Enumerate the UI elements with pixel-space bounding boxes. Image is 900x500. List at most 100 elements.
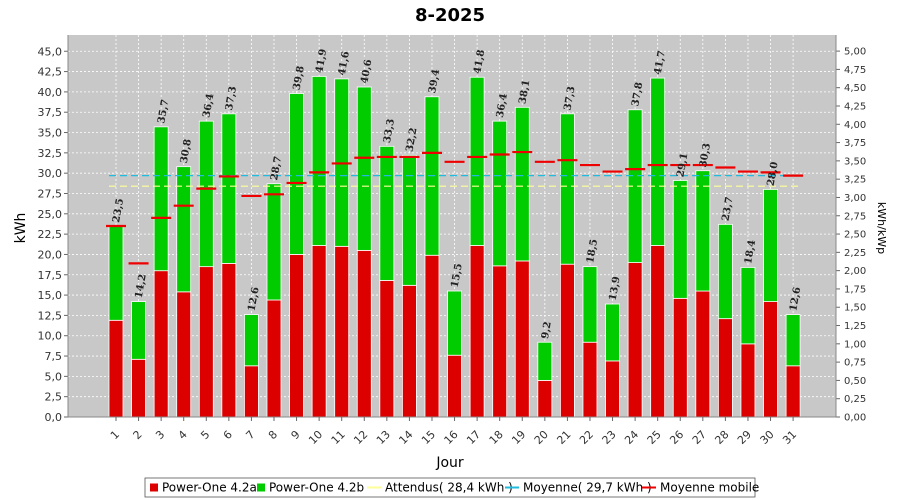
x-tick-label: 2: [131, 428, 145, 442]
bar-power-one-b: [605, 303, 620, 362]
value-label: 12,6: [788, 286, 803, 312]
legend-swatch: [150, 483, 158, 492]
x-tick-label: 29: [735, 428, 754, 447]
legend-swatch: [257, 483, 265, 492]
y-tick-label: 7,5: [45, 350, 63, 363]
y2-tick-label: 1,25: [844, 321, 866, 332]
value-label: 41,9: [314, 48, 329, 74]
value-label: 29,1: [675, 152, 690, 178]
moving-average-marks: [106, 150, 804, 265]
x-axis: 1 2 3 4 5 6 7 8 9 10 11 12 13 14 15 16 17 18 19 20 21 22 23 24 2…: [68, 416, 836, 447]
value-label: 9,2: [540, 321, 554, 340]
value-label: 23,7: [721, 196, 736, 222]
legend-label: Power-One 4.2b: [269, 481, 364, 495]
legend: Power-One 4.2a Power-One 4.2b Attendus( 28…: [144, 477, 759, 498]
bars: [108, 76, 801, 418]
value-label: 18,5: [585, 238, 600, 264]
bar-power-one-a: [560, 263, 575, 418]
bar-power-one-a: [650, 245, 666, 418]
value-label: 32,2: [405, 127, 420, 153]
value-label: 36,4: [201, 93, 216, 119]
value-label: 33,3: [382, 118, 397, 144]
value-label: 28,7: [269, 155, 284, 181]
bar-power-one-b: [198, 120, 214, 268]
bar-power-one-a: [198, 266, 214, 418]
y-axis-label: kWh: [13, 213, 29, 244]
bar-power-one-a: [131, 358, 146, 418]
y-tick-label: 17,5: [38, 269, 63, 282]
bar-power-one-a: [605, 360, 620, 418]
bar-power-one-b: [469, 76, 485, 246]
bar-power-one-b: [650, 77, 666, 246]
y-tick-label: 22,5: [38, 228, 63, 241]
value-label: 39,4: [427, 68, 442, 94]
y-tick-label: 10,0: [38, 330, 63, 343]
bar-power-one-a: [763, 301, 778, 418]
bar-power-one-b: [176, 166, 192, 293]
bar-power-one-a: [108, 319, 124, 418]
bar-power-one-a: [537, 380, 553, 418]
y2-tick-label: 1,00: [844, 339, 866, 350]
bar-power-one-b: [289, 93, 304, 255]
y2-tick-label: 4,00: [844, 120, 866, 131]
bar-power-one-a: [221, 262, 237, 418]
x-tick-label: 10: [306, 428, 325, 447]
bar-power-one-a: [379, 280, 395, 418]
value-label: 15,5: [450, 263, 465, 289]
bar-power-one-b: [537, 341, 553, 381]
value-label: 37,8: [630, 81, 645, 107]
value-label: 14,2: [134, 273, 149, 299]
y2-tick-label: 3,25: [844, 175, 866, 186]
legend-label: Moyenne( 29,7 kWh ): [523, 481, 652, 495]
value-label: 40,6: [359, 59, 374, 85]
bar-power-one-b: [356, 86, 372, 251]
bar-power-one-a: [492, 265, 508, 418]
y-tick-label: 12,5: [38, 309, 63, 322]
value-label: 41,7: [653, 50, 668, 76]
bar-power-one-b: [311, 76, 327, 246]
bar-power-one-a: [289, 254, 304, 418]
legend-label: Power-One 4.2a: [162, 481, 257, 495]
legend-label: Moyenne mobile: [660, 481, 759, 495]
y2-tick-label: 5,00: [844, 47, 866, 58]
x-tick-label: 7: [243, 428, 257, 442]
bar-power-one-b: [514, 106, 530, 262]
y2-tick-label: 0,50: [844, 376, 866, 387]
y-axis: 0,0 2,5 5,0 7,5 10,0 12,5 15,0 17,5 20,0 22,5 25,0…: [38, 35, 69, 424]
bar-power-one-b: [492, 120, 508, 267]
x-tick-label: 18: [487, 428, 506, 447]
x-tick-label: 5: [198, 428, 212, 442]
bar-power-one-b: [763, 189, 778, 302]
y2-tick-label: 4,50: [844, 83, 866, 94]
y-tick-label: 25,0: [38, 208, 63, 221]
x-tick-label: 16: [442, 428, 461, 447]
y-tick-label: 45,0: [38, 45, 63, 58]
bar-power-one-a: [153, 270, 169, 418]
y-tick-label: 20,0: [38, 248, 63, 261]
y-tick-label: 0,0: [45, 411, 63, 424]
value-label: 37,3: [224, 85, 239, 111]
bar-power-one-b: [266, 183, 282, 301]
x-tick-label: 17: [464, 428, 483, 447]
x-tick-label: 14: [396, 428, 415, 447]
bar-power-one-a: [717, 318, 733, 418]
y-tick-label: 42,5: [38, 66, 63, 79]
bar-power-one-a: [424, 254, 440, 418]
bar-power-one-b: [108, 225, 124, 321]
x-tick-label: 12: [351, 428, 370, 447]
value-label: 35,7: [156, 98, 171, 124]
value-label: 30,8: [179, 138, 194, 164]
x-tick-label: 15: [419, 428, 438, 447]
value-label: 41,8: [472, 49, 487, 75]
bar-power-one-a: [469, 245, 485, 418]
value-labels: 23,5 14,2 35,7 30,8 36,4 37,3 12,6 28,7 39,8 41,9…: [111, 48, 803, 340]
x-tick-label: 30: [758, 428, 777, 447]
value-label: 30,3: [698, 142, 713, 168]
bar-power-one-a: [672, 297, 688, 418]
y2-tick-label: 3,00: [844, 193, 866, 204]
x-tick-label: 19: [509, 428, 528, 447]
y2-tick-label: 2,00: [844, 266, 866, 277]
y2-tick-label: 2,75: [844, 211, 866, 222]
bar-power-one-b: [672, 180, 688, 299]
bar-power-one-a: [582, 341, 598, 418]
